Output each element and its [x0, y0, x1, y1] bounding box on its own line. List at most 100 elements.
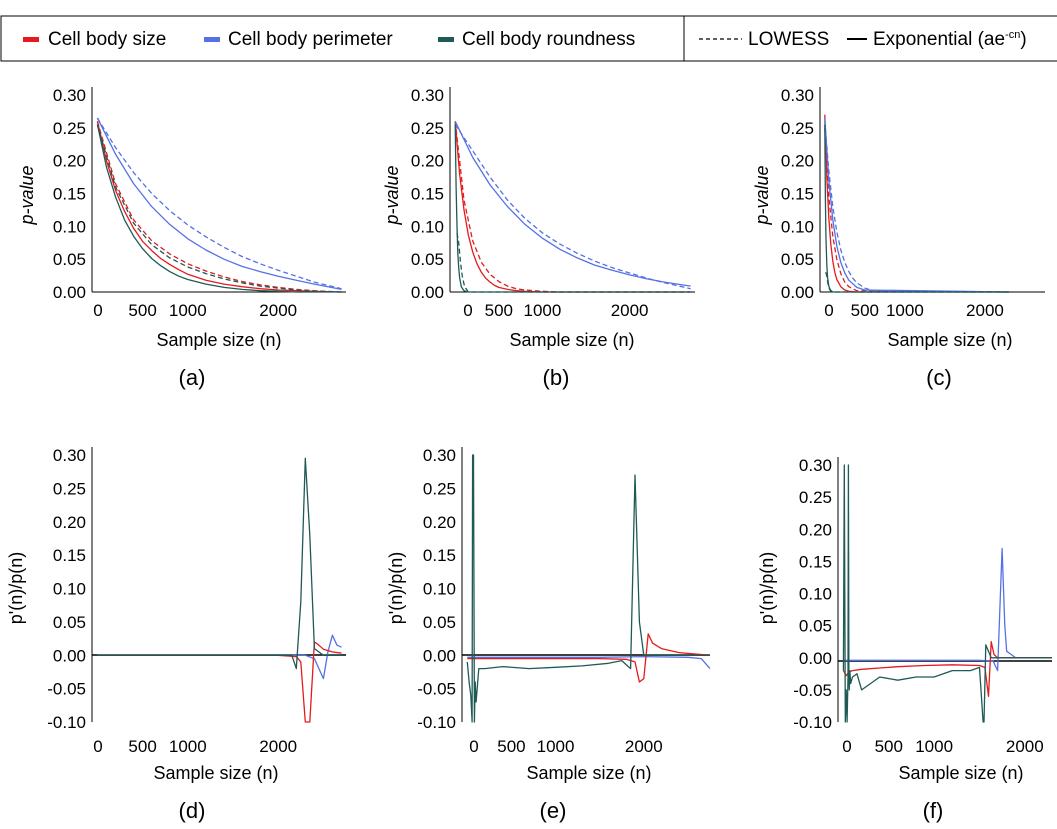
panel-e-y-tick-label: -0.10 — [417, 713, 456, 732]
panel-d-y-tick-label: -0.10 — [47, 713, 86, 732]
panel-b-label: (b) — [543, 365, 570, 390]
panel-f-y-tick-label: 0.25 — [799, 488, 832, 507]
panel-d-y-tick-label: 0.00 — [53, 646, 86, 665]
panel-c-series-cell-body-roundness — [824, 124, 1009, 293]
panel-d-y-tick-label: 0.05 — [53, 613, 86, 632]
panel-b: 0.30 0.25 0.20 0.15 0.10 0.05 0.00 0 500 1000 2000… — [382, 86, 695, 390]
panel-c-y-tick-label: 0.20 — [781, 152, 814, 171]
panel-c-x-tick-label: 1000 — [886, 301, 924, 320]
panel-d-x-tick-label: 2000 — [259, 737, 297, 756]
panel-e-series-cell-body-size — [467, 633, 711, 683]
panel-c-x-tick-label: 500 — [851, 301, 879, 320]
panel-d: 0.30 0.25 0.20 0.15 0.10 0.05 0.00 -0.05 -0.10 0 5… — [6, 446, 346, 823]
panel-a-y-tick-label: 0.25 — [53, 119, 86, 138]
panel-d-series-cell-body-perimeter — [97, 634, 342, 680]
panel-f-y-tick-label: -0.10 — [793, 713, 832, 732]
panel-b-series-cell-body-roundness — [454, 124, 691, 293]
panel-b-y-tick-label: 0.30 — [411, 86, 444, 105]
panel-e-x-axis-label: Sample size (n) — [526, 763, 651, 783]
panel-a-y-axis-label: p-value — [17, 165, 37, 225]
panel-b-x-tick-label: 1000 — [524, 301, 562, 320]
panel-f-x-axis-label: Sample size (n) — [898, 763, 1023, 783]
panel-d-y-axis-label: p'(n)/p(n) — [6, 552, 26, 624]
panel-a-x-axis-label: Sample size (n) — [156, 330, 281, 350]
panel-a-series-cell-body-size-lowess — [96, 121, 342, 293]
panel-f-series-cell-body-perimeter — [843, 547, 1052, 672]
panel-c-y-tick-label: 0.30 — [781, 86, 814, 105]
panel-c-series-cell-body-roundness-lowess — [824, 272, 1009, 293]
panel-e-x-tick-label: 2000 — [625, 737, 663, 756]
panel-e-lines: 0.30 0.25 0.20 0.15 0.10 0.05 0.00 -0.05 -0.10 0 5… — [417, 446, 711, 756]
panel-e-series-cell-body-roundness — [466, 454, 710, 723]
panel-c-series-cell-body-size-lowess — [824, 127, 1010, 293]
panel-d-y-tick-label: 0.30 — [53, 446, 86, 465]
panel-b-series-cell-body-perimeter-lowess — [454, 124, 691, 290]
panel-a-lines: 0.30 0.25 0.20 0.15 0.10 0.05 0.00 0 500 1000 2000 — [53, 86, 346, 320]
legend-swatch-cell-body-size — [23, 37, 39, 42]
panel-d-x-tick-label: 500 — [128, 737, 156, 756]
panel-e-y-tick-label: 0.10 — [423, 580, 456, 599]
panel-a-series-cell-body-perimeter — [96, 117, 342, 291]
panel-a-series-cell-body-roundness-lowess — [96, 124, 342, 293]
panel-a-y-tick-label: 0.15 — [53, 185, 86, 204]
panel-f-y-tick-label: 0.05 — [799, 617, 832, 636]
panel-f-label: (f) — [923, 798, 944, 823]
panel-a-x-tick-label: 2000 — [259, 301, 297, 320]
legend-exponential-superscript: -cn — [1005, 29, 1020, 41]
panel-f-x-tick-label: 0 — [842, 737, 851, 756]
panel-e-y-tick-label: 0.15 — [423, 546, 456, 565]
panel-c-series-cell-body-perimeter — [824, 117, 1010, 293]
panel-d-series-cell-body-roundness — [97, 457, 342, 670]
legend-box — [0, 15, 1057, 62]
legend-exponential-close-paren: ) — [1020, 29, 1026, 50]
panel-c-lines: 0.30 0.25 0.20 0.15 0.10 0.05 0.00 0 500 1000 2000 — [781, 86, 1045, 320]
legend-exponential-text: Exponential (ae — [873, 29, 1005, 50]
legend: Cell body size Cell body perimeter Cell … — [0, 15, 1057, 62]
panel-e-x-tick-label: 1000 — [537, 737, 575, 756]
panel-b-x-tick-label: 2000 — [611, 301, 649, 320]
panel-d-label: (d) — [179, 798, 206, 823]
panel-d-y-tick-label: 0.15 — [53, 546, 86, 565]
panel-f-y-tick-label: 0.10 — [799, 585, 832, 604]
panel-e-y-tick-label: 0.20 — [423, 513, 456, 532]
panel-d-series-cell-body-size — [97, 641, 342, 723]
panel-f-y-axis-label: p'(n)/p(n) — [757, 552, 777, 624]
panel-b-y-axis-label: p-value — [382, 165, 402, 225]
panel-c-x-tick-label: 2000 — [966, 301, 1004, 320]
panel-b-x-axis-label: Sample size (n) — [509, 330, 634, 350]
panel-c-x-axis-label: Sample size (n) — [887, 330, 1012, 350]
panel-e-x-tick-label: 0 — [469, 737, 478, 756]
panel-c-x-tick-label: 0 — [824, 301, 833, 320]
panel-d-lines: 0.30 0.25 0.20 0.15 0.10 0.05 0.00 -0.05 -0.10 0 5… — [47, 446, 346, 756]
panel-d-y-tick-label: 0.20 — [53, 513, 86, 532]
panel-b-series-cell-body-size — [454, 121, 691, 293]
panel-d-x-tick-label: 0 — [93, 737, 102, 756]
panel-b-y-tick-label: 0.20 — [411, 152, 444, 171]
panel-b-y-tick-label: 0.10 — [411, 217, 444, 236]
panel-e: 0.30 0.25 0.20 0.15 0.10 0.05 0.00 -0.05 -0.10 0 5… — [386, 446, 711, 823]
panel-c-series-cell-body-size — [824, 114, 1009, 293]
panel-d-x-axis-label: Sample size (n) — [153, 763, 278, 783]
panel-b-series-cell-body-size-lowess — [454, 121, 691, 293]
panel-a: 0.30 0.25 0.20 0.15 0.10 0.05 0.00 0 500 1000 2000… — [17, 86, 346, 390]
panel-e-x-tick-label: 500 — [497, 737, 525, 756]
panel-e-y-tick-label: 0.25 — [423, 479, 456, 498]
panel-d-y-tick-label: 0.10 — [53, 580, 86, 599]
legend-label-cell-body-perimeter: Cell body perimeter — [228, 29, 393, 50]
panel-c-series-cell-body-perimeter-lowess — [824, 121, 1010, 293]
panel-f-x-tick-label: 1000 — [915, 737, 953, 756]
panel-a-y-tick-label: 0.30 — [53, 86, 86, 105]
panel-b-lines: 0.30 0.25 0.20 0.15 0.10 0.05 0.00 0 500 1000 2000 — [411, 86, 695, 320]
panel-d-y-tick-label: -0.05 — [47, 680, 86, 699]
panel-f-y-tick-label: 0.30 — [799, 456, 832, 475]
panel-f-series-cell-body-roundness — [842, 464, 1052, 723]
panel-f-series-cell-body-size — [842, 641, 1052, 697]
panel-b-series-cell-body-roundness-lowess — [456, 232, 691, 293]
panel-e-y-tick-label: 0.05 — [423, 613, 456, 632]
panel-f-x-tick-label: 2000 — [1006, 737, 1044, 756]
panel-a-label: (a) — [179, 365, 206, 390]
panel-f-y-tick-label: 0.00 — [799, 649, 832, 668]
panel-a-series-cell-body-roundness — [96, 124, 342, 293]
panel-c-y-axis-label: p-value — [752, 165, 772, 225]
